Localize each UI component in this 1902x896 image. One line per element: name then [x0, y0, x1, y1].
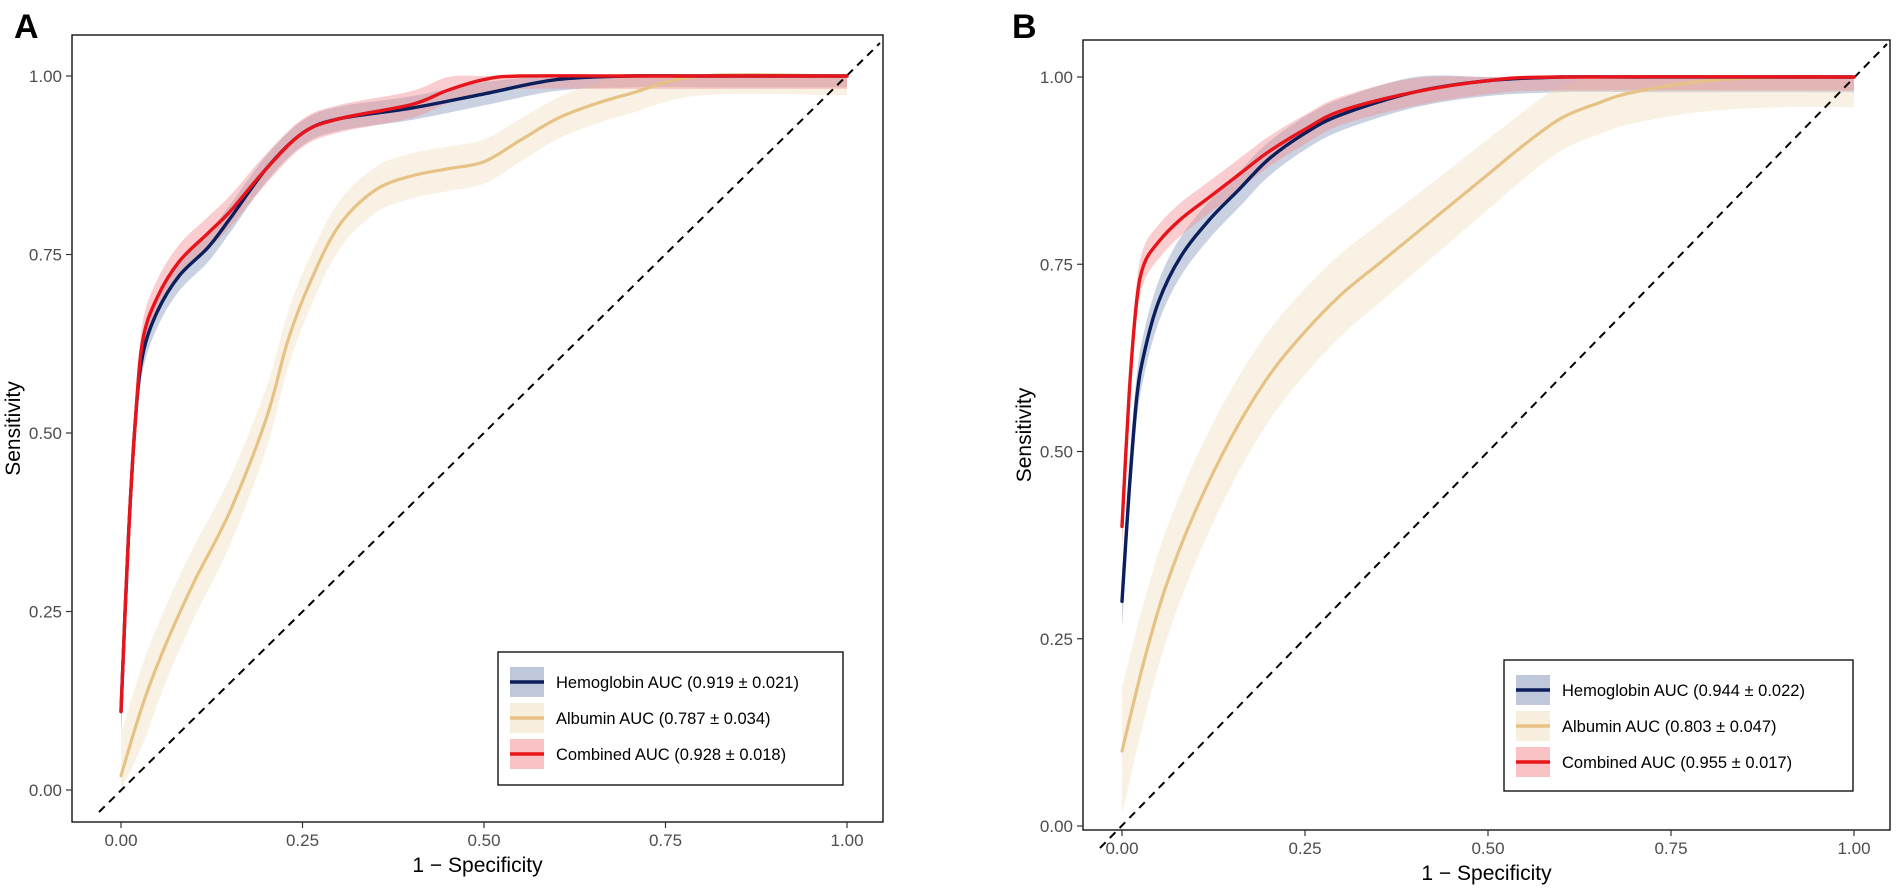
panel-a-y-tick-label: 0.25 [29, 603, 62, 622]
panel-a-albumin-line [119, 73, 849, 778]
panel-b-x-tick-label: 0.50 [1471, 839, 1504, 858]
panel-a-legend-hemoglobin: Hemoglobin AUC (0.919 ± 0.021) [556, 674, 799, 692]
panel-b-legend-combined: Combined AUC (0.955 ± 0.017) [1562, 754, 1792, 772]
panel-b-y-tick-label: 0.25 [1040, 630, 1073, 649]
panel-a-x-tick-label: 0.25 [286, 831, 319, 850]
panel-a-letter: A [14, 8, 39, 46]
panel-a-legend-box [497, 651, 844, 786]
panel-b-y-tick-label: 1.00 [1040, 68, 1073, 87]
panel-a-albumin-band [121, 75, 847, 790]
panel-b-x-tick-label: 0.25 [1288, 839, 1321, 858]
panel-b-legend-albumin: Albumin AUC (0.803 ± 0.047) [1562, 718, 1777, 736]
panel-a-legend-combined: Combined AUC (0.928 ± 0.018) [556, 746, 786, 764]
panel-b-roc-lines [1120, 75, 1856, 753]
panel-a-y-tick-label: 0.50 [29, 424, 62, 443]
panel-b-legend-hemoglobin: Hemoglobin AUC (0.944 ± 0.022) [1562, 682, 1805, 700]
panel-b-legend: Hemoglobin AUC (0.944 ± 0.022) Albumin AU… [1503, 659, 1854, 792]
panel-a-combined-line [119, 74, 849, 714]
panel-a-y-tick-label: 0.00 [29, 781, 62, 800]
panel-b-x-tick-label: 0.00 [1105, 839, 1138, 858]
panel-b-y-axis-title: Sensitivity [1013, 387, 1036, 482]
panel-a-x-tick-label: 0.75 [649, 831, 682, 850]
panel-a-reference-diagonal [98, 42, 881, 813]
panel-b-letter: B [1012, 8, 1037, 46]
panel-a-legend-albumin: Albumin AUC (0.787 ± 0.034) [556, 710, 771, 728]
panel-a-x-tick-label: 0.00 [104, 831, 137, 850]
panel-a-confidence-bands [121, 75, 847, 790]
panel-b-y-tick-label: 0.75 [1040, 255, 1073, 274]
panel-a-x-axis-title: 1 − Specificity [412, 854, 543, 877]
panel-b-x-tick-label: 1.00 [1837, 839, 1870, 858]
panel-a-legend: Hemoglobin AUC (0.919 ± 0.021) Albumin AU… [497, 651, 844, 786]
panel-b-ticks: 0.00 0.25 0.50 0.75 1.00 0.00 0.25 0.50 0.75 1.00 [1040, 68, 1871, 858]
panel-a-y-axis-title: Sensitivity [2, 381, 25, 476]
panel-b-combined-line [1120, 75, 1856, 529]
panel-b-plot-frame [1082, 39, 1891, 831]
panel-b-legend-box [1503, 659, 1854, 792]
panel-a-plot-frame [71, 34, 884, 823]
panel-a-y-tick-label: 1.00 [29, 67, 62, 86]
panel-b-x-axis-title: 1 − Specificity [1421, 862, 1552, 885]
panel-b-y-tick-label: 0.50 [1040, 443, 1073, 462]
panel-b: B 0.00 0.25 0.50 0.75 1.00 0.00 0.25 0.50 0.75 1.… [1012, 8, 1891, 885]
panel-a: A 0.00 0.25 0.50 0.75 1.00 0.00 0.25 0.50 0.75 1.… [2, 8, 884, 877]
panel-b-albumin-line [1120, 75, 1856, 753]
panel-a-x-tick-label: 1.00 [830, 831, 863, 850]
panel-b-x-tick-label: 0.75 [1654, 839, 1687, 858]
panel-a-y-tick-label: 0.75 [29, 246, 62, 265]
panel-a-roc-lines [119, 73, 849, 778]
panel-a-x-tick-label: 0.50 [467, 831, 500, 850]
panel-a-ticks: 0.00 0.25 0.50 0.75 1.00 0.00 0.25 0.50 0.75 1.00 [29, 67, 864, 850]
panel-b-y-tick-label: 0.00 [1040, 817, 1073, 836]
panel-b-reference-diagonal [1099, 43, 1888, 849]
